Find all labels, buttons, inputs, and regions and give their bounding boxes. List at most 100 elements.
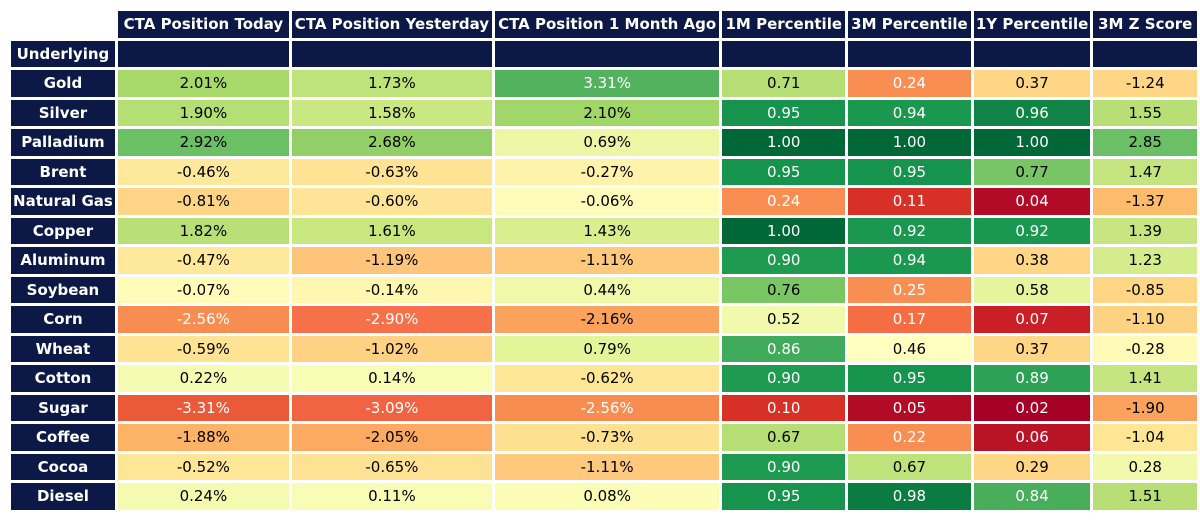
table-row: Soybean -0.07% -0.14% 0.44% 0.76 0.25 0.58 -0.8… xyxy=(11,276,1197,303)
table-cell: -0.27% xyxy=(494,158,720,185)
table-cell: 0.69% xyxy=(494,129,720,156)
table-cell: 1.61% xyxy=(291,217,492,244)
column-header: 1Y Percentile xyxy=(973,11,1091,38)
table-cell: -3.09% xyxy=(291,394,492,421)
table-cell: -0.60% xyxy=(291,188,492,215)
column-header: CTA Position Today xyxy=(117,11,289,38)
table-cell: 0.95 xyxy=(722,158,846,185)
table-cell: 0.96 xyxy=(973,99,1091,126)
table-cell: 0.24% xyxy=(117,483,289,510)
table-cell: 0.95 xyxy=(848,158,971,185)
row-label: Cotton xyxy=(11,365,115,392)
table-cell: 0.79% xyxy=(494,335,720,362)
table-row: Gold 2.01% 1.73% 3.31% 0.71 0.24 0.37 -1.24 xyxy=(11,70,1197,97)
table-cell: -0.06% xyxy=(494,188,720,215)
table-cell: -1.24 xyxy=(1093,70,1197,97)
table-cell: 0.37 xyxy=(973,335,1091,362)
table-cell: 2.68% xyxy=(291,129,492,156)
table-cell: 1.90% xyxy=(117,99,289,126)
index-header-blank xyxy=(973,40,1091,67)
index-header-blank xyxy=(722,40,846,67)
table-cell: 1.00 xyxy=(722,217,846,244)
table-cell: 1.51 xyxy=(1093,483,1197,510)
table-cell: 0.11% xyxy=(291,483,492,510)
column-header: CTA Position Yesterday xyxy=(291,11,492,38)
table-cell: 2.10% xyxy=(494,99,720,126)
index-header-blank xyxy=(117,40,289,67)
table-cell: 0.11 xyxy=(848,188,971,215)
row-label: Palladium xyxy=(11,129,115,156)
table-row: Brent -0.46% -0.63% -0.27% 0.95 0.95 0.77 1.47 xyxy=(11,158,1197,185)
table-cell: 1.39 xyxy=(1093,217,1197,244)
table-cell: 0.17 xyxy=(848,306,971,333)
table-cell: 0.71 xyxy=(722,70,846,97)
index-header-row: Underlying xyxy=(11,40,1197,67)
row-label: Sugar xyxy=(11,394,115,421)
table-row: Cocoa -0.52% -0.65% -1.11% 0.90 0.67 0.29 0.28 xyxy=(11,453,1197,480)
table-cell: 0.05 xyxy=(848,394,971,421)
table-cell: -0.85 xyxy=(1093,276,1197,303)
table-cell: -0.46% xyxy=(117,158,289,185)
table-cell: -1.10 xyxy=(1093,306,1197,333)
table-cell: 0.95 xyxy=(722,483,846,510)
table-cell: -1.04 xyxy=(1093,424,1197,451)
table-cell: 1.23 xyxy=(1093,247,1197,274)
table-cell: -0.59% xyxy=(117,335,289,362)
row-label: Brent xyxy=(11,158,115,185)
table-row: Natural Gas -0.81% -0.60% -0.06% 0.24 0.11 0.0… xyxy=(11,188,1197,215)
column-header: CTA Position 1 Month Ago xyxy=(494,11,720,38)
corner-blank-cell xyxy=(11,11,115,38)
table-cell: -2.05% xyxy=(291,424,492,451)
table-cell: -0.47% xyxy=(117,247,289,274)
table-cell: -0.07% xyxy=(117,276,289,303)
index-header-blank xyxy=(1093,40,1197,67)
table-row: Cotton 0.22% 0.14% -0.62% 0.90 0.95 0.89 1.41 xyxy=(11,365,1197,392)
table-cell: 0.92 xyxy=(848,217,971,244)
table-cell: 0.90 xyxy=(722,453,846,480)
table-cell: 0.98 xyxy=(848,483,971,510)
table-cell: 0.22% xyxy=(117,365,289,392)
table-cell: -1.11% xyxy=(494,453,720,480)
table-cell: 2.85 xyxy=(1093,129,1197,156)
table-row: Sugar -3.31% -3.09% -2.56% 0.10 0.05 0.02 -1.90 xyxy=(11,394,1197,421)
row-label: Copper xyxy=(11,217,115,244)
table-cell: 0.38 xyxy=(973,247,1091,274)
table-cell: 1.41 xyxy=(1093,365,1197,392)
cta-positioning-heatmap-table: CTA Position Today CTA Position Yesterda… xyxy=(8,8,1200,513)
table-row: Aluminum -0.47% -1.19% -1.11% 0.90 0.94 0.38 1.… xyxy=(11,247,1197,274)
column-header: 3M Z Score xyxy=(1093,11,1197,38)
table-cell: 0.58 xyxy=(973,276,1091,303)
table-cell: 1.00 xyxy=(722,129,846,156)
table-cell: 0.67 xyxy=(722,424,846,451)
table-cell: 0.95 xyxy=(722,99,846,126)
row-label: Cocoa xyxy=(11,453,115,480)
table-cell: 1.43% xyxy=(494,217,720,244)
table-cell: 0.24 xyxy=(848,70,971,97)
table-cell: 3.31% xyxy=(494,70,720,97)
table-cell: -2.90% xyxy=(291,306,492,333)
column-header: 1M Percentile xyxy=(722,11,846,38)
table-cell: 0.02 xyxy=(973,394,1091,421)
table-row: Coffee -1.88% -2.05% -0.73% 0.67 0.22 0.06 -1.0… xyxy=(11,424,1197,451)
table-cell: 0.06 xyxy=(973,424,1091,451)
table-cell: -0.28 xyxy=(1093,335,1197,362)
row-label: Coffee xyxy=(11,424,115,451)
table-cell: 0.44% xyxy=(494,276,720,303)
table-cell: 0.29 xyxy=(973,453,1091,480)
table-row: Silver 1.90% 1.58% 2.10% 0.95 0.94 0.96 1.55 xyxy=(11,99,1197,126)
table-cell: 0.90 xyxy=(722,365,846,392)
table-cell: 0.07 xyxy=(973,306,1091,333)
table-cell: 1.00 xyxy=(848,129,971,156)
table-cell: 0.86 xyxy=(722,335,846,362)
table-cell: 0.92 xyxy=(973,217,1091,244)
table-cell: 1.55 xyxy=(1093,99,1197,126)
row-label: Soybean xyxy=(11,276,115,303)
row-label: Silver xyxy=(11,99,115,126)
table-cell: -1.02% xyxy=(291,335,492,362)
index-header-blank xyxy=(848,40,971,67)
table-cell: 0.22 xyxy=(848,424,971,451)
table-cell: -1.88% xyxy=(117,424,289,451)
table-cell: -1.37 xyxy=(1093,188,1197,215)
table-row: Palladium 2.92% 2.68% 0.69% 1.00 1.00 1.00 2.85 xyxy=(11,129,1197,156)
table-cell: 0.89 xyxy=(973,365,1091,392)
